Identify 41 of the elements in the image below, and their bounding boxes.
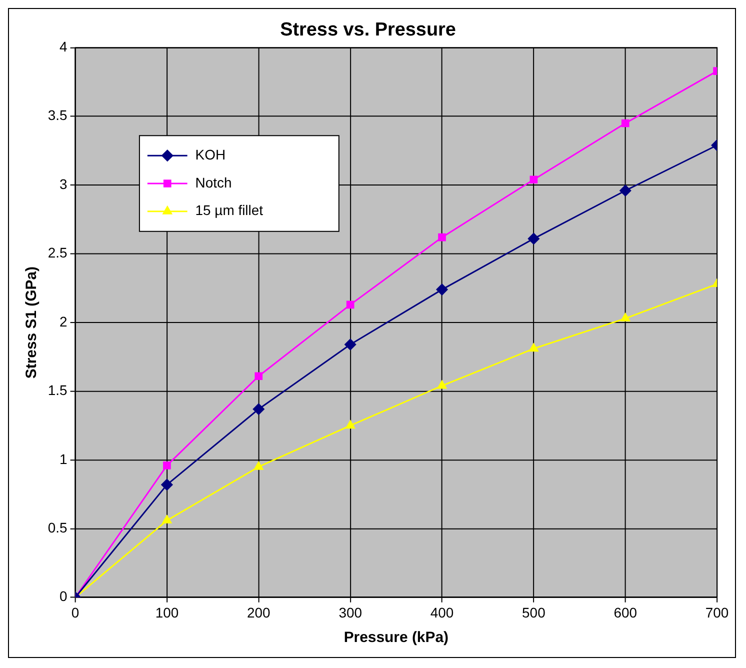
y-tick-label: 2 [60,313,68,330]
y-tick-label: 3.5 [48,107,68,124]
y-tick-label: 2.5 [48,244,68,261]
x-tick-label: 500 [522,604,546,621]
x-tick-label: 300 [338,604,362,621]
point [346,300,354,309]
point [161,478,173,490]
chart-title: Stress vs. Pressure [280,20,456,41]
point [436,284,448,296]
point [621,119,630,128]
x-tick-label: 200 [247,604,271,621]
y-tick-label: 0.5 [48,520,68,536]
point [438,233,446,242]
x-tick-label: 0 [71,604,80,621]
y-tick-label: 0 [60,588,68,604]
x-tick-label: 600 [614,604,638,621]
y-tick-label: 1 [60,450,68,467]
x-axis-title: Pressure (kPa) [344,629,449,646]
point [254,372,263,380]
legend-label: Notch [195,174,232,190]
y-axis-title: Stress S1 (GPa) [23,266,40,379]
point [620,313,630,322]
x-tick-label: 100 [155,604,179,621]
point [346,420,355,429]
x-tick-label: 400 [430,604,454,621]
point [528,232,540,244]
legend-label: KOH [195,146,226,162]
x-tick-label: 700 [705,604,729,621]
point [620,184,632,196]
legend-label: 15 µm fillet [195,202,264,218]
y-tick-label: 1.5 [48,382,68,398]
point [163,462,171,470]
point [530,176,538,184]
point [254,462,264,470]
y-tick-label: 3 [60,176,68,192]
y-tick-label: 4 [60,38,68,55]
point [344,338,356,350]
point [529,343,538,352]
point [437,380,447,389]
point [252,403,264,415]
point [162,515,172,524]
